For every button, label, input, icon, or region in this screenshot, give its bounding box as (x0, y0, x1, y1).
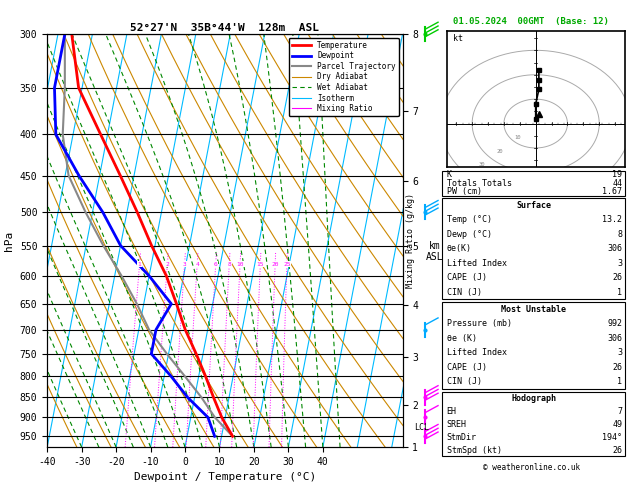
Text: CAPE (J): CAPE (J) (447, 363, 487, 372)
Text: Surface: Surface (516, 201, 551, 210)
Text: © weatheronline.co.uk: © weatheronline.co.uk (483, 463, 580, 471)
Text: 26: 26 (613, 363, 623, 372)
FancyBboxPatch shape (442, 171, 625, 196)
Text: Dewp (°C): Dewp (°C) (447, 230, 492, 239)
Text: 3: 3 (182, 261, 186, 267)
Text: 01.05.2024  00GMT  (Base: 12): 01.05.2024 00GMT (Base: 12) (454, 17, 610, 26)
Text: StmDir: StmDir (447, 433, 477, 442)
Text: 10: 10 (237, 261, 244, 267)
Text: 25: 25 (283, 261, 291, 267)
Text: 7: 7 (618, 407, 623, 416)
Text: 4: 4 (196, 261, 199, 267)
Text: CAPE (J): CAPE (J) (447, 273, 487, 282)
Text: 8: 8 (228, 261, 231, 267)
Text: kt: kt (453, 34, 463, 43)
Text: θe (K): θe (K) (447, 334, 477, 343)
Text: EH: EH (447, 407, 457, 416)
Text: 306: 306 (608, 334, 623, 343)
Text: PW (cm): PW (cm) (447, 187, 482, 196)
Text: 20: 20 (272, 261, 279, 267)
Text: 26: 26 (613, 273, 623, 282)
FancyBboxPatch shape (442, 392, 625, 456)
Text: 6: 6 (214, 261, 218, 267)
X-axis label: Dewpoint / Temperature (°C): Dewpoint / Temperature (°C) (134, 472, 316, 483)
Text: 2: 2 (165, 261, 169, 267)
Text: CIN (J): CIN (J) (447, 288, 482, 297)
Text: 44: 44 (613, 179, 623, 188)
Y-axis label: hPa: hPa (4, 230, 14, 251)
FancyBboxPatch shape (442, 302, 625, 389)
Text: 3: 3 (618, 259, 623, 268)
Text: SREH: SREH (447, 420, 467, 429)
FancyBboxPatch shape (442, 198, 625, 299)
Text: Mixing Ratio (g/kg): Mixing Ratio (g/kg) (406, 193, 415, 288)
Text: 194°: 194° (603, 433, 623, 442)
Text: Most Unstable: Most Unstable (501, 305, 566, 313)
Legend: Temperature, Dewpoint, Parcel Trajectory, Dry Adiabat, Wet Adiabat, Isotherm, Mi: Temperature, Dewpoint, Parcel Trajectory… (289, 38, 399, 116)
Text: LCL: LCL (414, 423, 429, 432)
Text: 992: 992 (608, 319, 623, 328)
Text: 1: 1 (138, 261, 142, 267)
Text: 15: 15 (257, 261, 264, 267)
Text: Lifted Index: Lifted Index (447, 259, 507, 268)
Text: CIN (J): CIN (J) (447, 377, 482, 386)
Text: 19: 19 (613, 171, 623, 179)
Text: 13.2: 13.2 (603, 215, 623, 225)
Y-axis label: km
ASL: km ASL (426, 241, 443, 262)
Text: 10: 10 (515, 135, 521, 140)
Text: 1: 1 (618, 377, 623, 386)
Text: 8: 8 (618, 230, 623, 239)
Text: K: K (447, 171, 452, 179)
Text: 26: 26 (613, 446, 623, 454)
Text: Totals Totals: Totals Totals (447, 179, 512, 188)
Text: Hodograph: Hodograph (511, 394, 556, 403)
Text: 3: 3 (618, 348, 623, 357)
Text: StmSpd (kt): StmSpd (kt) (447, 446, 502, 454)
Text: 1: 1 (618, 288, 623, 297)
Text: θe(K): θe(K) (447, 244, 472, 253)
Text: 1.67: 1.67 (603, 187, 623, 196)
Text: 49: 49 (613, 420, 623, 429)
Text: Temp (°C): Temp (°C) (447, 215, 492, 225)
Title: 52°27'N  35B°44'W  128m  ASL: 52°27'N 35B°44'W 128m ASL (130, 23, 320, 33)
Text: 20: 20 (496, 149, 503, 154)
Text: 306: 306 (608, 244, 623, 253)
Text: 30: 30 (479, 162, 485, 168)
Text: Pressure (mb): Pressure (mb) (447, 319, 512, 328)
Text: Lifted Index: Lifted Index (447, 348, 507, 357)
